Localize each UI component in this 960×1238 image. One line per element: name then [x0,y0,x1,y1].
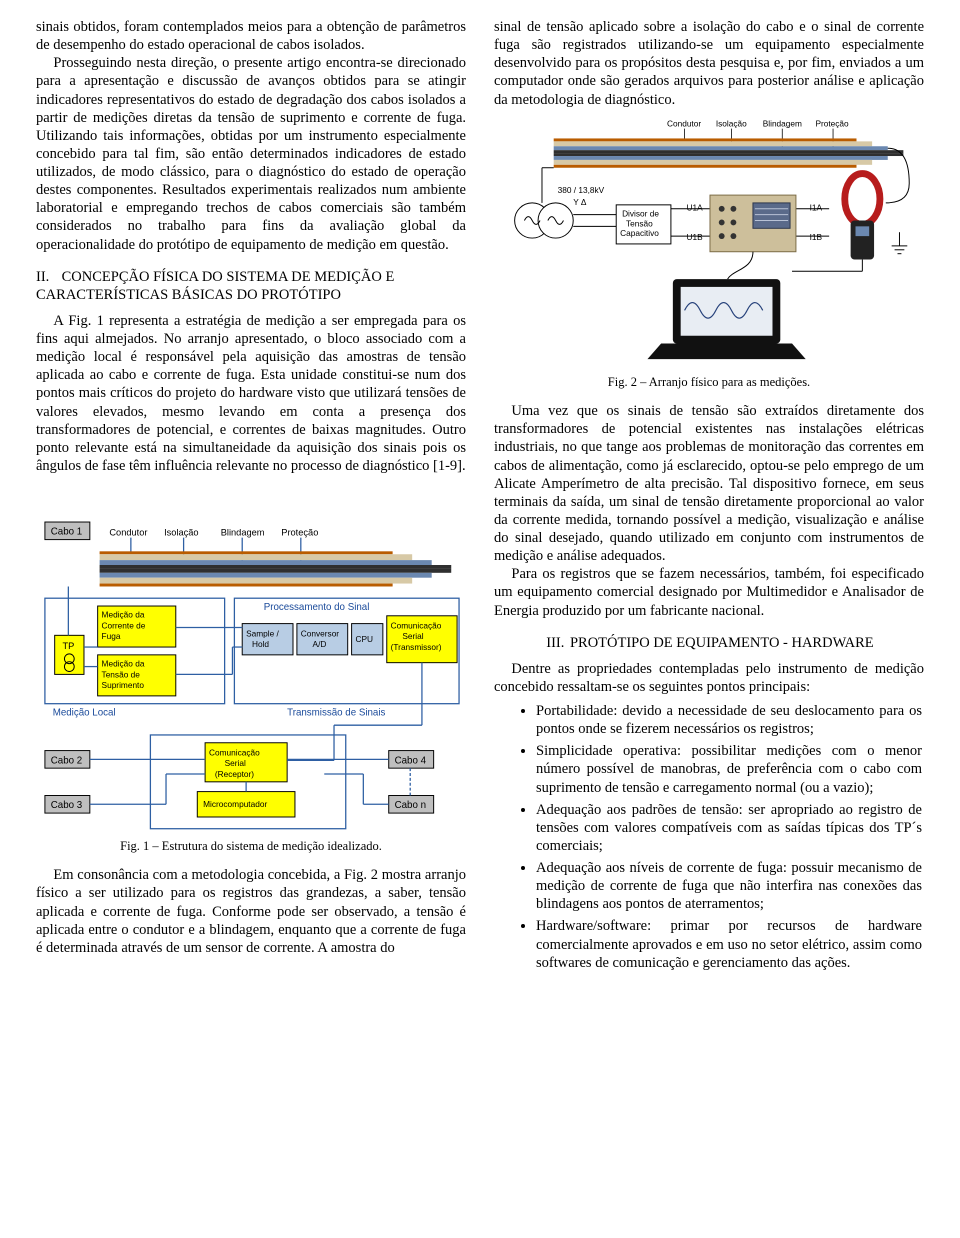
d2-label-isolacao: Isolação [716,118,747,128]
left-para-1: sinais obtidos, foram contemplados meios… [36,18,466,54]
list-item: Adequação aos níveis de corrente de fuga… [536,859,924,913]
d1-label-protecao: Proteção [281,528,318,538]
cable-4-label: Cabo 4 [395,755,427,766]
csrx-l2: Serial [225,758,246,768]
figure-2-diagram: Condutor Isolação Blindagem Proteção [499,115,919,369]
divisor-l1: Divisor de [622,208,659,218]
section-2-heading: II. CONCEPÇÃO FÍSICA DO SISTEMA DE MEDIÇ… [36,268,466,304]
mts-l1: Medição da [102,659,145,669]
tp-label: TP [62,641,74,651]
section-3-title: PROTÓTIPO DE EQUIPAMENTO - HARDWARE [570,635,874,651]
mcf-l2: Corrente de [102,620,146,630]
divisor-l3: Capacitivo [620,228,659,238]
mcf-l3: Fuga [102,631,121,641]
mts-l3: Suprimento [102,680,145,690]
panel-proc-label: Processamento do Sinal [264,602,370,613]
cable-n-label: Cabo n [395,800,426,811]
section-3-heading: III. PROTÓTIPO DE EQUIPAMENTO - HARDWARE [494,634,924,652]
figure-1-caption: Fig. 1 – Estrutura do sistema de medição… [36,839,466,855]
cable-1-label: Cabo 1 [51,527,82,538]
properties-list: Portabilidade: devido a necessidade de s… [536,702,924,972]
term-i1a: I1A [810,202,823,212]
ad-l2: A/D [313,639,327,649]
cpu-l1: CPU [356,634,374,644]
two-column-layout: sinais obtidos, foram contemplados meios… [36,18,924,976]
divisor-l2: Tensão [626,218,653,228]
cstx-l1: Comunicação [391,620,442,630]
section-3-roman: III. [544,634,566,652]
panel-local-label: Medição Local [53,707,116,718]
d2-label-condutor: Condutor [667,118,701,128]
figure-2-caption: Fig. 2 – Arranjo físico para as medições… [494,375,924,391]
cstx-l2: Serial [402,631,423,641]
right-para-4: Dentre as propriedades contempladas pelo… [494,660,924,696]
term-u1a: U1A [687,202,704,212]
list-item: Hardware/software: primar por recursos d… [536,917,924,971]
right-para-3: Para os registros que se fazem necessári… [494,565,924,619]
csrx-l1: Comunicação [209,747,260,757]
section-2-title: CONCEPÇÃO FÍSICA DO SISTEMA DE MEDIÇÃO E… [36,269,394,303]
d2-label-protecao: Proteção [815,118,849,128]
term-i1b: I1B [810,232,823,242]
d1-label-isolacao: Isolação [164,528,199,538]
term-u1b: U1B [687,232,704,242]
cable-3-label: Cabo 3 [51,800,82,811]
list-item: Simplicidade operativa: possibilitar med… [536,742,924,796]
csrx-l3: (Receptor) [215,769,254,779]
d1-label-blindagem: Blindagem [221,528,265,538]
left-para-2: Prosseguindo nesta direção, o presente a… [36,54,466,253]
section-2-roman: II. [36,268,58,286]
cstx-l3: (Transmissor) [391,642,442,652]
mc-l1: Microcomputador [203,799,267,809]
panel-tx-label: Transmissão de Sinais [287,707,385,718]
left-para-4: Em consonância com a metodologia concebi… [36,866,466,957]
d1-label-condutor: Condutor [109,528,147,538]
right-para-1: sinal de tensão aplicado sobre a isolaçã… [494,18,924,109]
mts-l2: Tensão de [102,669,141,679]
figure-1-diagram: Cabo 1 Condutor Isolação Blindagem Prote… [41,481,461,833]
d2-label-blindagem: Blindagem [763,118,802,128]
left-para-3: A Fig. 1 representa a estratégia de medi… [36,312,466,475]
d2-connection: Y Δ [573,196,587,206]
sh-l1: Sample / [246,628,279,638]
list-item: Portabilidade: devido a necessidade de s… [536,702,924,738]
ad-l1: Conversor [301,628,340,638]
right-para-2: Uma vez que os sinais de tensão são extr… [494,402,924,565]
list-item: Adequação aos padrões de tensão: ser apr… [536,801,924,855]
right-column: sinal de tensão aplicado sobre a isolaçã… [494,18,924,976]
mcf-l1: Medição da [102,610,145,620]
left-column: sinais obtidos, foram contemplados meios… [36,18,466,976]
sh-l2: Hold [252,639,269,649]
cable-2-label: Cabo 2 [51,755,82,766]
d2-voltage: 380 / 13,8kV [558,185,605,195]
